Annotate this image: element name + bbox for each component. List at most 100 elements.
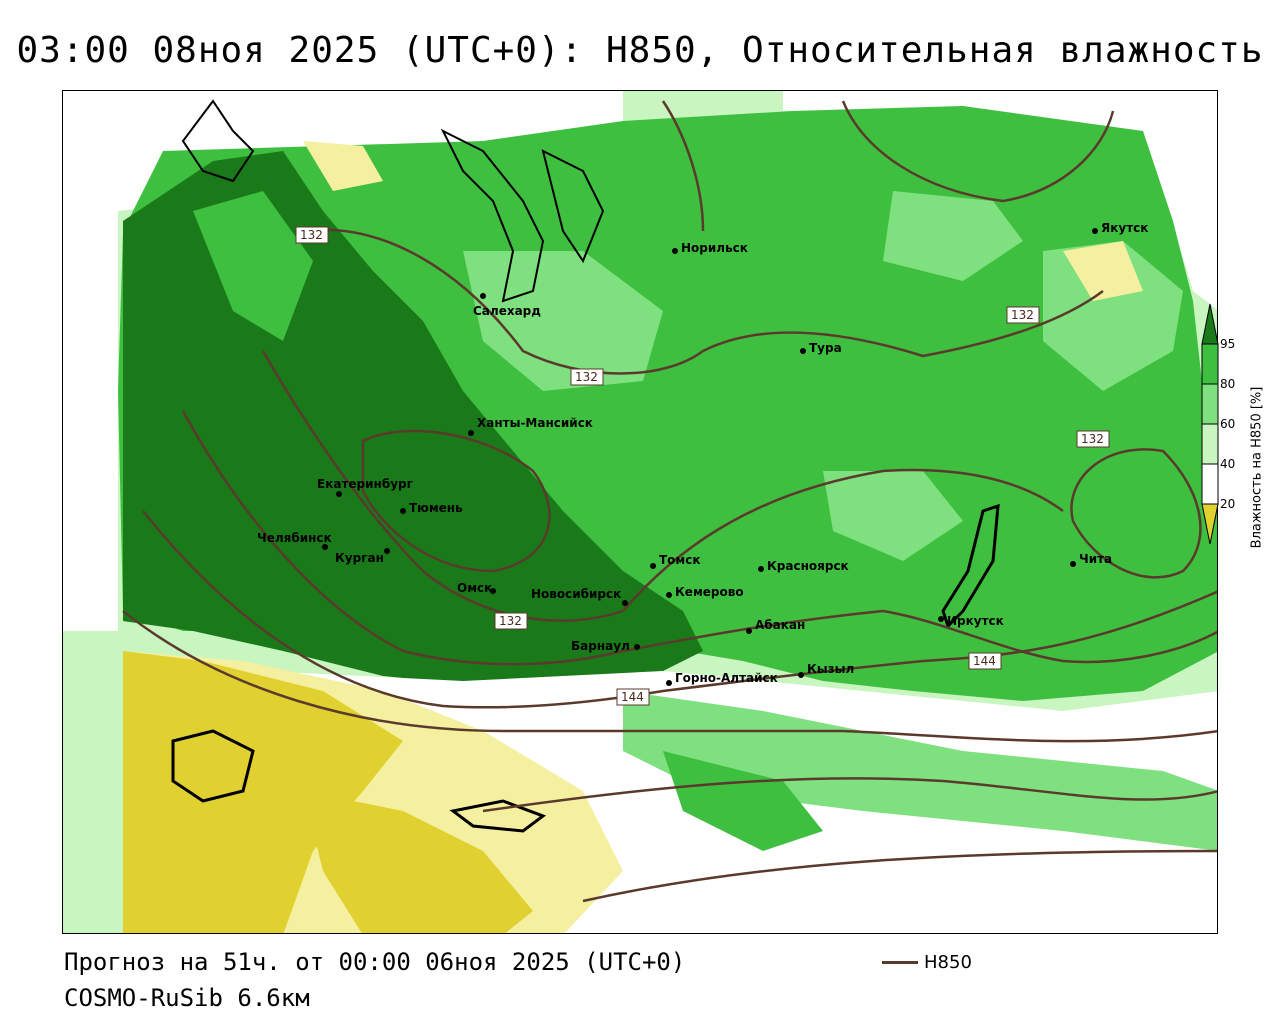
contour-labels: 132 132 132 132 132 144 144 (295, 226, 1110, 706)
city-dot-tyumen (400, 508, 406, 514)
contour-150 (122, 610, 1217, 743)
legend-tick-80: 80 (1220, 377, 1235, 391)
humidity-patch-80-95-south (663, 751, 823, 851)
humidity-patch-60-80-b (883, 191, 1023, 281)
city-norilsk: Норильск (681, 241, 748, 255)
city-dot-abakan (746, 628, 752, 634)
contour-north-a (661, 100, 705, 232)
contour-label-box-6 (968, 652, 1002, 670)
contour-144 (142, 510, 1217, 709)
legend-swatch-60-80 (1201, 383, 1219, 425)
humidity-patch-below-20-north (303, 141, 383, 191)
map-panel: 132 132 132 132 132 144 144 Якутск Норил… (62, 90, 1218, 934)
contour-138 (181, 410, 1217, 666)
legend-swatch-20-40 (1201, 463, 1219, 505)
legend-tick-60: 60 (1220, 417, 1235, 431)
contour-label-6: 144 (973, 654, 996, 668)
city-ekaterinburg: Екатеринбург (317, 477, 413, 491)
contour-label-4: 132 (1081, 432, 1104, 446)
city-dot-kemerovo (666, 592, 672, 598)
contour-132-north (302, 228, 1104, 375)
contour-north-b (841, 100, 1115, 203)
outside-domain-nw (63, 91, 623, 631)
city-omsk: Омск (457, 581, 492, 595)
city-dot-chelyabinsk (322, 544, 328, 550)
city-chelyabinsk: Челябинск (257, 531, 332, 545)
humidity-field-dry-a (123, 651, 403, 933)
humidity-patch-below-20-east (1063, 241, 1143, 301)
contour-152 (482, 777, 1217, 813)
legend-tick-95: 95 (1220, 337, 1235, 351)
legend-swatch-80-95 (1201, 343, 1219, 385)
humidity-patch-60-80-d (823, 471, 963, 561)
contour-label-box-2 (570, 368, 604, 386)
legend-triangle-top (1201, 303, 1219, 345)
humidity-patch-60-80-a (463, 251, 663, 391)
legend-unit-wrapper: Влажность на H850 [%] (1247, 350, 1267, 590)
lake-baikal (941, 503, 1000, 629)
contour-legend-label: H850 (924, 952, 972, 973)
humidity-patch-80-95-inner (193, 191, 313, 341)
legend-swatch-40-60 (1201, 423, 1219, 465)
city-novosibirsk: Новосибирск (531, 587, 621, 601)
legend-triangle-bottom (1201, 503, 1219, 545)
map-title: 03:00 08ноя 2025 (UTC+0): H850, Относите… (16, 30, 1264, 71)
city-dot-omsk (490, 588, 496, 594)
lake-balkhash (449, 799, 547, 833)
city-dot-yakutsk (1092, 228, 1098, 234)
contour-label-box-1 (295, 226, 329, 244)
city-dot-chita (1070, 561, 1076, 567)
city-dot-ekaterinburg (336, 491, 342, 497)
city-tura: Тура (809, 341, 842, 355)
humidity-field-dry-b (303, 791, 533, 933)
contour-label-box-3 (1006, 306, 1040, 324)
city-irkutsk: Иркутск (947, 614, 1004, 628)
contour-label-3: 132 (1011, 308, 1034, 322)
city-dot-norilsk (672, 248, 678, 254)
city-barnaul: Барнаул (571, 639, 630, 653)
city-krasnoyarsk: Красноярск (767, 559, 849, 573)
city-dot-gorno-altaysk (666, 680, 672, 686)
city-khanty-mansiysk: Ханты-Мансийск (477, 416, 593, 430)
model-name: COSMO-RuSib 6.6км (64, 984, 310, 1012)
contour-156 (582, 849, 1217, 903)
contour-label-5: 132 (499, 614, 522, 628)
city-dot-khanty-mansiysk (468, 430, 474, 436)
city-dot-barnaul (634, 644, 640, 650)
contour-132-west-closed (361, 429, 551, 573)
humidity-patch-60-80-c (1043, 241, 1183, 391)
cities: Якутск Норильск Салехард Тура Ханты-Манс… (257, 221, 1148, 686)
city-yakutsk: Якутск (1101, 221, 1148, 235)
coastline-gydan (541, 149, 605, 264)
city-abakan: Абакан (755, 618, 805, 632)
city-chita: Чита (1079, 552, 1112, 566)
h850-contours (122, 100, 1217, 903)
map-canvas: 132 132 132 132 132 144 144 Якутск Норил… (63, 91, 1217, 933)
legend-tick-40: 40 (1220, 457, 1235, 471)
city-kemerovo: Кемерово (675, 585, 744, 599)
city-kyzyl: Кызыл (807, 662, 854, 676)
contour-label-2: 132 (575, 370, 598, 384)
city-dot-kyzyl (798, 672, 804, 678)
forecast-info: Прогноз на 51ч. от 00:00 06ноя 2025 (UTC… (64, 948, 686, 976)
contour-label-box-5 (494, 612, 528, 630)
city-dot-tomsk (650, 563, 656, 569)
contour-label-box-4 (1076, 430, 1110, 448)
city-gorno-altaysk: Горно-Алтайск (675, 671, 778, 685)
contour-132-east-closed (1070, 448, 1202, 579)
city-salekhard: Салехард (473, 304, 541, 318)
city-tyumen: Тюмень (409, 501, 463, 515)
outside-domain-ne (783, 91, 1217, 310)
city-dot-novosibirsk (622, 600, 628, 606)
city-dot-krasnoyarsk (758, 566, 764, 572)
humidity-legend: 95 80 60 40 20 (1201, 303, 1235, 545)
legend-tick-20: 20 (1220, 497, 1235, 511)
city-dot-irkutsk (938, 616, 944, 622)
city-kurgan: Курган (335, 551, 384, 565)
contour-label-7: 144 (621, 690, 644, 704)
city-dot-kurgan (384, 548, 390, 554)
city-dot-salekhard (480, 293, 486, 299)
city-dot-tura (800, 348, 806, 354)
contour-132-central (261, 350, 1064, 622)
legend-unit-label: Влажность на H850 [%] (1249, 386, 1265, 549)
